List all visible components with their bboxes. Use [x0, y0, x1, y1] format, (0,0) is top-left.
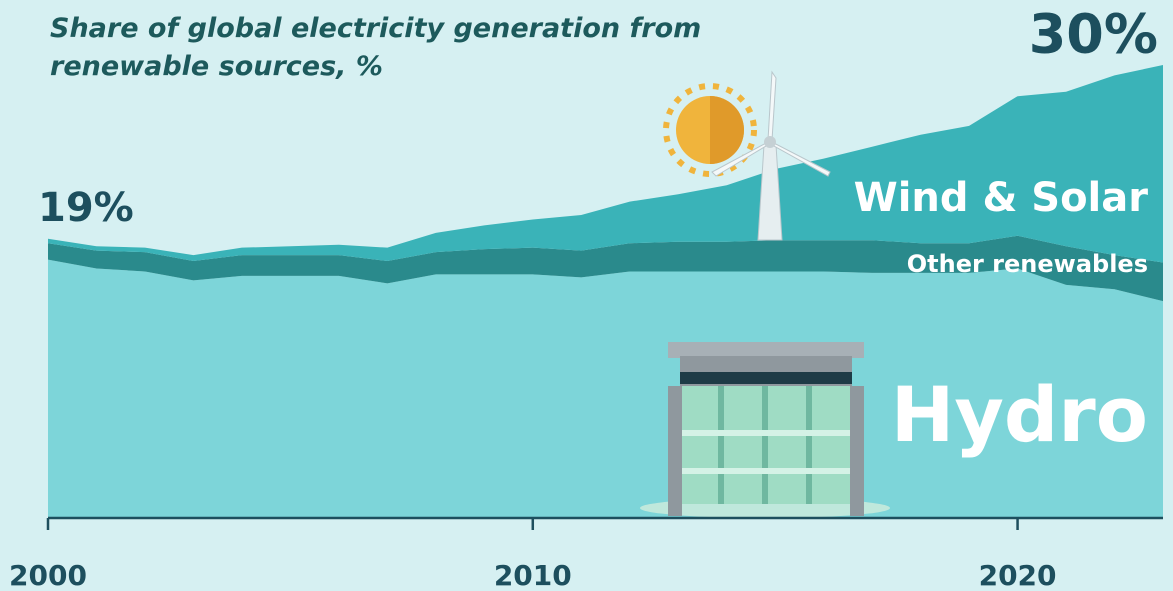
chart-title: Share of global electricity generation f… — [50, 13, 702, 82]
area — [48, 65, 1163, 263]
dam-icon — [640, 342, 890, 518]
area — [48, 235, 1163, 302]
x-tick-label: 2000 — [9, 559, 87, 591]
areas — [48, 65, 1163, 518]
sun-icon — [663, 83, 757, 177]
start-annotation: 19% — [38, 185, 134, 231]
turbine-icon — [711, 70, 831, 241]
area — [48, 259, 1163, 518]
x-tick-label: 2020 — [979, 559, 1057, 591]
series-label: Other renewables — [907, 250, 1148, 278]
end-annotation: 30% — [1029, 3, 1158, 66]
x-tick-label: 2010 — [494, 559, 572, 591]
series-label: Wind & Solar — [854, 175, 1149, 221]
series-label: Hydro — [891, 370, 1148, 459]
